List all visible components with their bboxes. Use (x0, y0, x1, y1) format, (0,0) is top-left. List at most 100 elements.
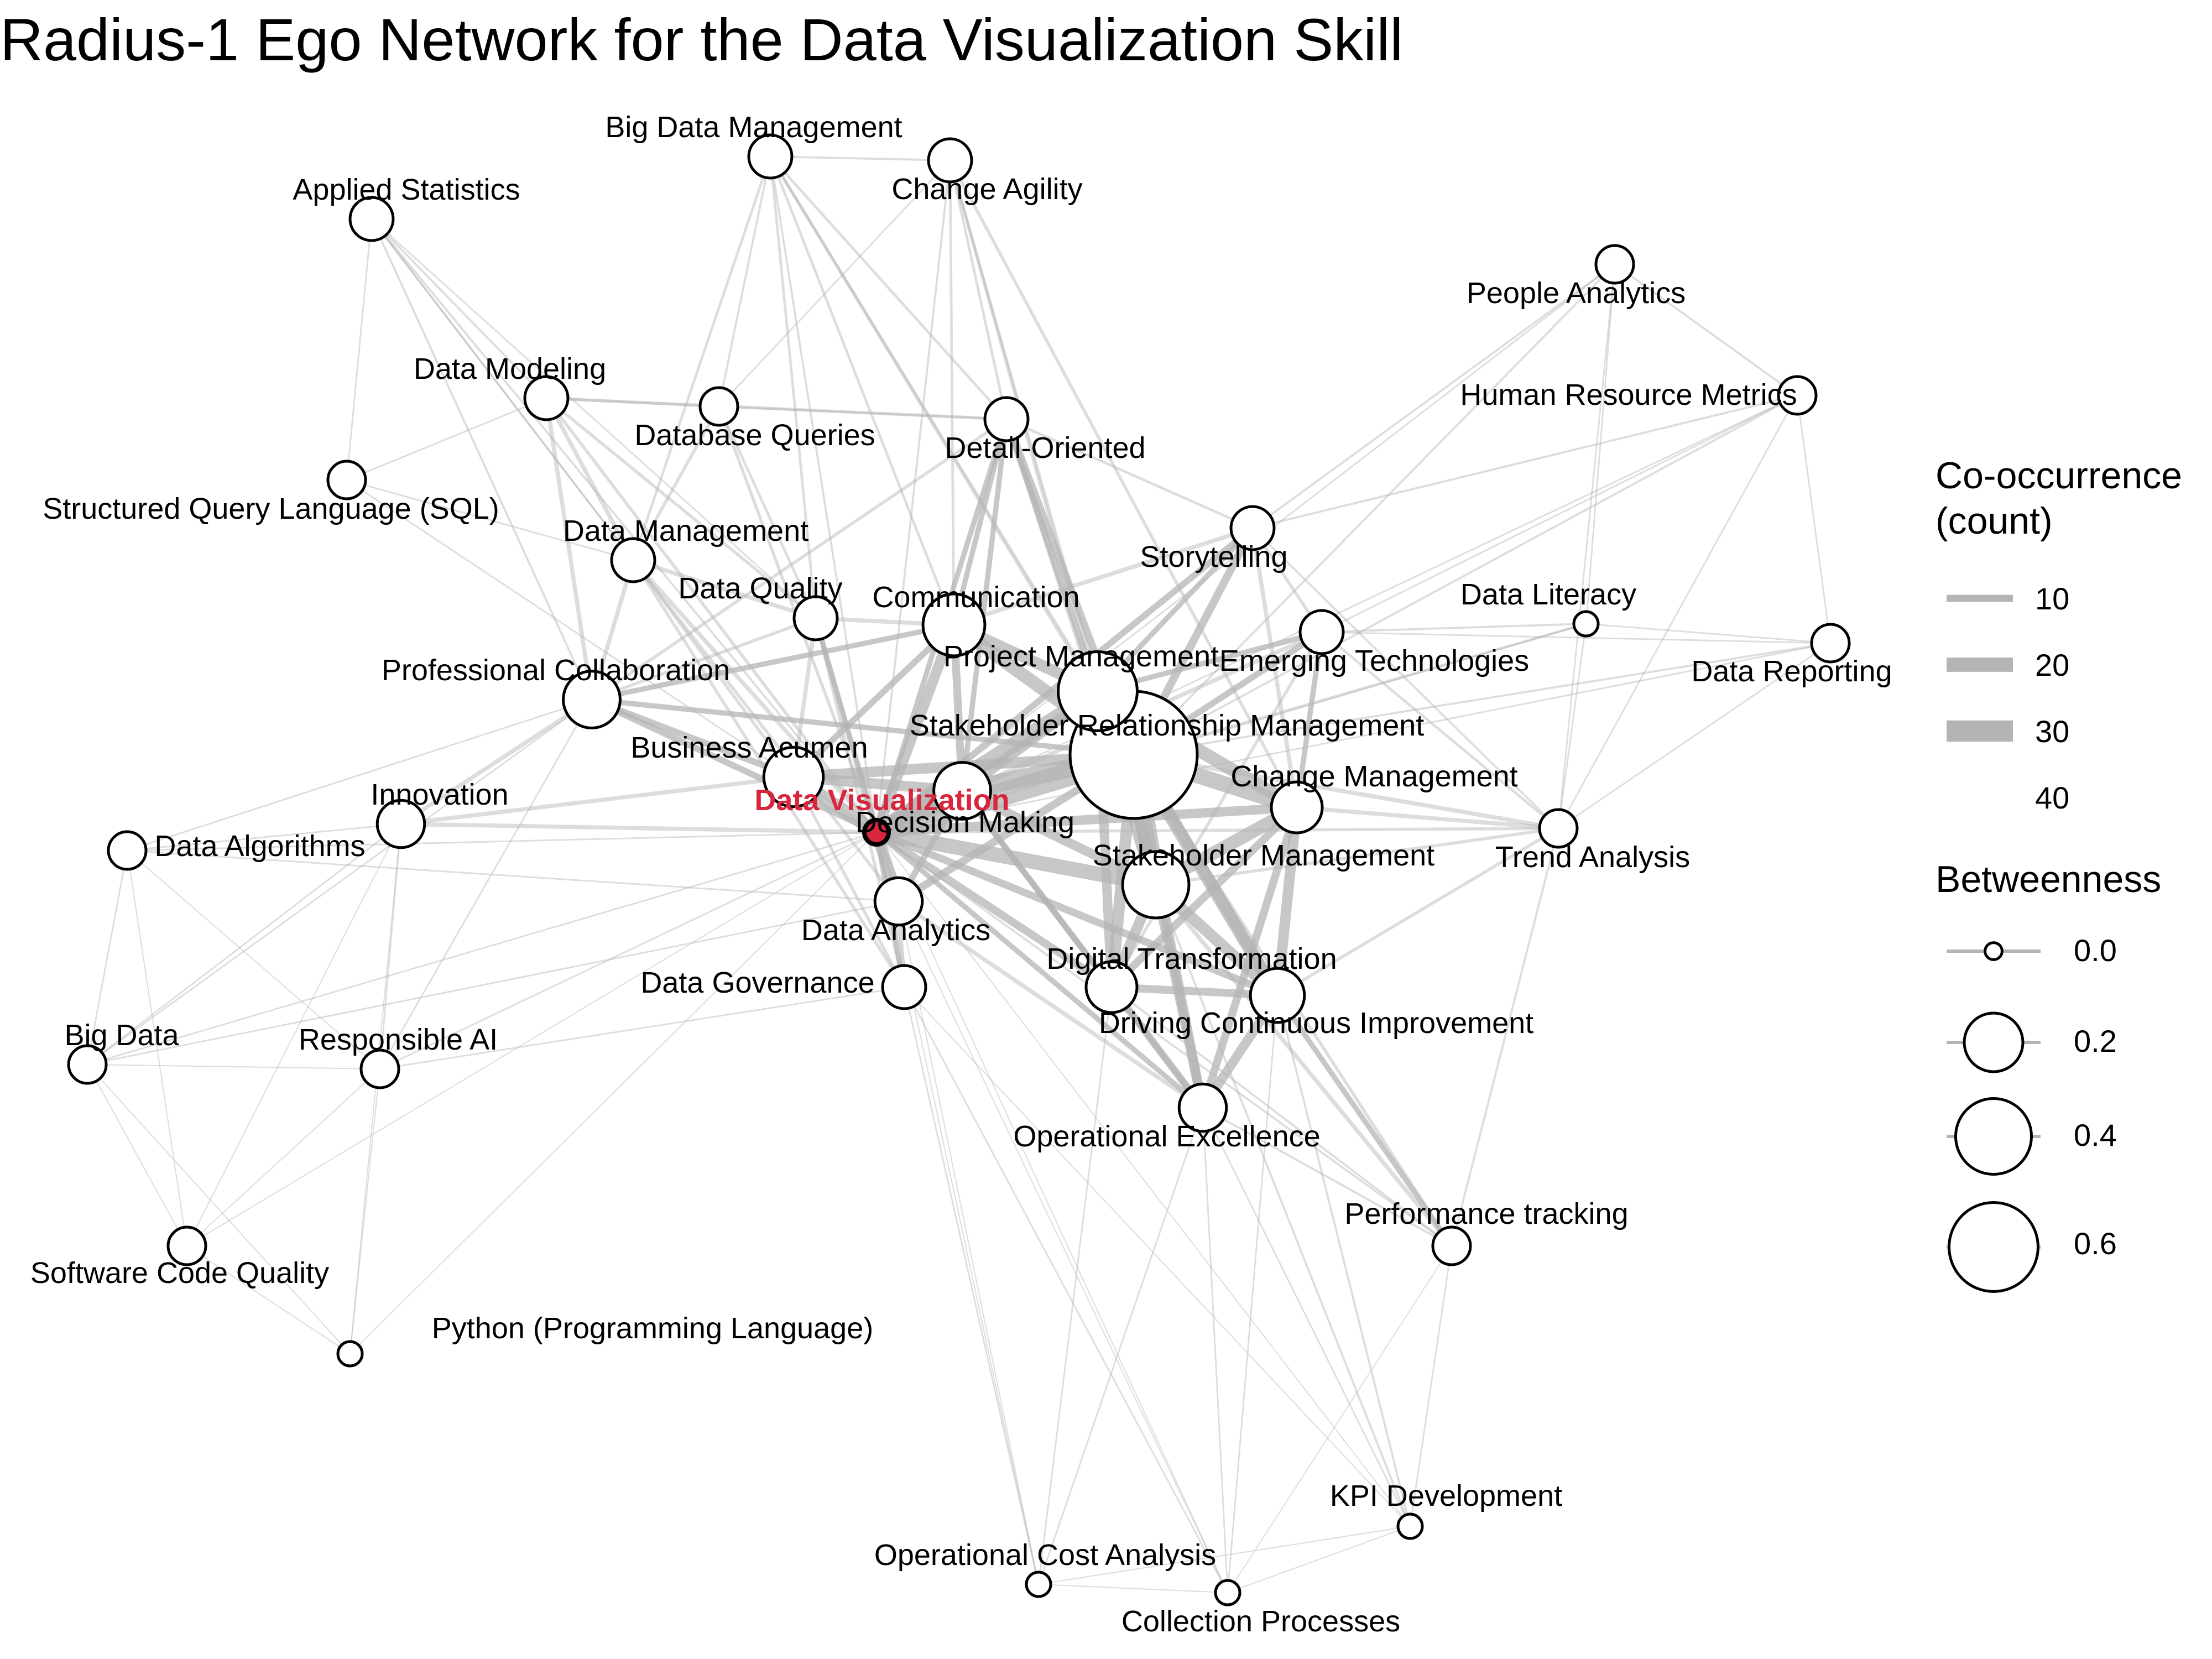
node-label-sm: Stakeholder Management (1093, 839, 1434, 872)
node-pa[interactable] (1594, 244, 1635, 285)
node-py[interactable] (336, 1340, 364, 1368)
node-label-ca: Change Agility (891, 173, 1082, 206)
node-pm[interactable] (1057, 650, 1139, 732)
node-dci[interactable] (1249, 967, 1306, 1024)
node-comm[interactable] (921, 592, 987, 658)
edge-dv-dmgmt (631, 558, 879, 834)
node-dq[interactable] (792, 595, 839, 641)
edge-srm-dr (1133, 642, 1832, 756)
node-label-as: Applied Statistics (293, 173, 520, 206)
edge-dg-kpi (904, 987, 1411, 1527)
node-label-comm: Communication (872, 581, 1079, 614)
edge-dv-ca (875, 159, 951, 833)
edge-dmod-dbq (545, 397, 721, 408)
legend-edge-swatches (1947, 594, 2013, 742)
edge-rai-scq (186, 1068, 380, 1246)
node-dmgmt[interactable] (610, 537, 656, 583)
edge-dv-oca (876, 832, 1039, 1585)
edge-cp-da (898, 901, 1228, 1593)
node-dmod[interactable] (523, 375, 570, 421)
node-do[interactable] (983, 396, 1030, 442)
node-label-dmod: Data Modeling (414, 352, 606, 385)
node-oca[interactable] (1025, 1571, 1052, 1598)
edge-dv-scq (186, 832, 877, 1246)
edge-srm-dl (1132, 622, 1588, 757)
edge-dv-dt (872, 828, 1116, 992)
legend-node-title: Betweenness (1936, 858, 2162, 900)
node-label-ta: Trend Analysis (1495, 841, 1690, 874)
edge-pc-do (590, 418, 1008, 701)
edge-kpi-cp (1227, 1526, 1411, 1593)
node-et[interactable] (1298, 609, 1345, 655)
node-label-kpi: KPI Development (1330, 1479, 1562, 1512)
node-bdm[interactable] (747, 133, 794, 180)
node-scq[interactable] (166, 1225, 207, 1266)
node-ba[interactable] (762, 745, 825, 808)
page-title: Radius-1 Ego Network for the Data Visual… (0, 6, 1404, 73)
edge-inn-py (349, 823, 401, 1354)
node-dg[interactable] (881, 964, 927, 1010)
node-dbq[interactable] (698, 386, 739, 427)
edge-pc-as (371, 218, 593, 701)
edge-dv-cp (876, 832, 1228, 1593)
node-label-dv: Data Visualization (754, 784, 1009, 817)
edge-et-dl (1321, 623, 1587, 633)
node-dt[interactable] (1084, 960, 1139, 1014)
node-dm_dec[interactable] (932, 761, 992, 821)
node-dv[interactable] (862, 818, 891, 847)
node-ta[interactable] (1538, 808, 1579, 849)
node-label-rai: Responsible AI (299, 1023, 498, 1056)
node-oe[interactable] (1177, 1082, 1228, 1133)
node-pc[interactable] (562, 670, 622, 729)
edge-dm_dec-oe (959, 788, 1206, 1110)
node-label-dl: Data Literacy (1460, 578, 1636, 611)
node-sm[interactable] (1121, 850, 1191, 920)
node-da[interactable] (873, 876, 924, 927)
node-label-bdm: Big Data Management (605, 111, 902, 144)
node-ca[interactable] (927, 137, 973, 184)
legend-node-swatches (1947, 941, 2041, 1293)
node-label-oca: Operational Cost Analysis (874, 1538, 1216, 1572)
edge-dv-rai (379, 831, 878, 1070)
node-st[interactable] (1229, 505, 1276, 551)
node-label-cp: Collection Processes (1121, 1605, 1400, 1638)
node-rai[interactable] (359, 1048, 400, 1089)
edge-st-ta (1251, 527, 1559, 830)
node-bd[interactable] (67, 1044, 108, 1085)
node-pt[interactable] (1431, 1225, 1472, 1266)
edge-dv-as (371, 218, 878, 833)
node-hrm[interactable] (1777, 375, 1818, 416)
edge-inn-rai (379, 823, 402, 1070)
node-cm[interactable] (1270, 780, 1324, 834)
node-dalg[interactable] (107, 830, 148, 871)
node-label-pm: Project Management (943, 640, 1219, 673)
node-dr[interactable] (1810, 623, 1851, 664)
node-label-da: Data Analytics (801, 914, 990, 947)
edge-dr-ta (1557, 642, 1832, 830)
node-label-dci: Driving Continuous Improvement (1099, 1006, 1533, 1040)
node-sql[interactable] (326, 460, 367, 500)
node-dl[interactable] (1572, 610, 1600, 638)
edge-bd-scq (87, 1064, 187, 1246)
edge-dalg-scq (127, 850, 187, 1246)
edge-dv-pt (875, 831, 1453, 1247)
edge-dbq-ca (718, 159, 951, 408)
node-label-dq: Data Quality (678, 572, 842, 605)
node-cp[interactable] (1214, 1579, 1241, 1606)
edge-pt-dt (1110, 986, 1453, 1247)
edge-cm-st (1250, 526, 1299, 810)
edge-da-dmgmt (632, 559, 900, 903)
node-label-ba: Business Acumen (630, 731, 868, 764)
node-as[interactable] (348, 196, 395, 242)
node-inn[interactable] (375, 799, 426, 849)
edge-comm-do (951, 416, 1009, 628)
edge-da-bd (86, 900, 900, 1066)
edge-dv-bd (86, 831, 878, 1066)
edge-st-pa (1251, 263, 1616, 529)
node-label-inn: Innovation (371, 778, 508, 811)
edge-dmod-sql (346, 397, 547, 481)
node-kpi[interactable] (1396, 1512, 1424, 1540)
node-label-srm: Stakeholder Relationship Management (910, 709, 1425, 742)
edge-inn-dalg (126, 823, 402, 852)
edge-dq-dbq (717, 405, 817, 620)
